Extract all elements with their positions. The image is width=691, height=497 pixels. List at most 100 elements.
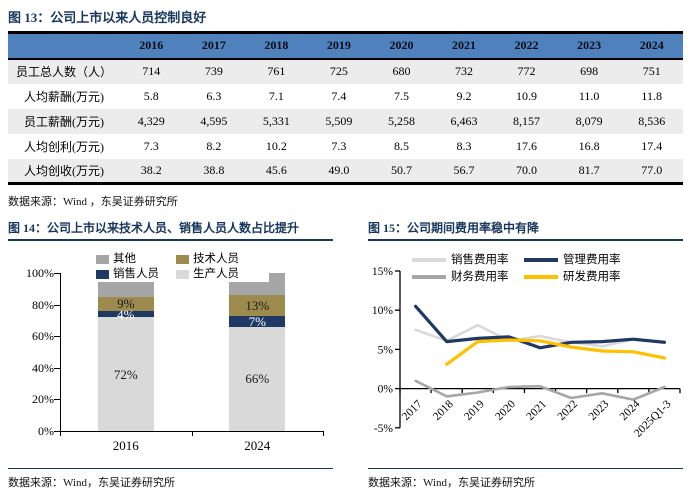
legend-item: 技术人员: [176, 252, 266, 266]
table-cell: 4,329: [137, 113, 165, 128]
table-cell: 698: [580, 64, 599, 78]
corner-cell: [8, 33, 120, 59]
bar-segment: [97, 296, 154, 311]
legend-swatch: [524, 275, 558, 279]
x-tick: [60, 431, 61, 436]
bar-segment-label: 4%: [117, 306, 135, 322]
legend-item: 财务费用率: [412, 270, 524, 284]
y-axis: [60, 273, 61, 431]
table-cell: 7.3: [143, 138, 159, 153]
x-axis-label: 2021: [524, 398, 549, 423]
table-cell: 6,463: [450, 113, 478, 128]
table-row: 人均薪酬(万元) 5.8 6.3 7.1 7.4 7.5 9.2 10.9 11.0 11.8: [8, 84, 683, 109]
legend-swatch: [176, 254, 189, 264]
x-axis-label: 2024: [244, 438, 271, 453]
legend-label: 销售人员: [113, 268, 159, 280]
table-cell: 7.3: [331, 138, 347, 153]
table-cell: 5.8: [143, 88, 159, 103]
x-axis-label: 2018: [431, 398, 456, 423]
legend-label: 其他: [113, 253, 136, 265]
legend-swatch: [96, 269, 109, 279]
table-cell: 16.8: [578, 138, 600, 153]
table-cell: 8,079: [575, 113, 603, 128]
row-label: 人均创收(万元): [24, 163, 104, 178]
bar-segment-label: 7%: [248, 313, 266, 329]
table-cell: 11.0: [578, 88, 600, 103]
figure-15-separator: [368, 468, 683, 469]
y-axis-label: 60%: [32, 329, 54, 344]
table-cell: 5,258: [387, 113, 415, 128]
legend-swatch: [176, 269, 189, 279]
year-header-cell: 2017: [201, 38, 226, 53]
figure-15-rule: [368, 239, 683, 241]
table-cell: 8.3: [456, 138, 472, 153]
table-row: 员工薪酬(万元) 4,329 4,595 5,331 5,509 5,258 6,463 8,…: [8, 108, 683, 134]
table-cell: 5,331: [262, 113, 290, 128]
table-cell: 8,536: [638, 113, 666, 128]
bar-segment: [229, 326, 286, 431]
stacked-bar-chart: 0% 20% 40% 60% 80% 100% 72% 4% 9% 2016 66% 7% 13% 202…: [8, 241, 333, 468]
figure-15-section: 图 15：公司期间费用率稳中有降 15% 10% 5% 0% -5% 2017 2018 20…: [368, 219, 683, 490]
y-axis-label: 5%: [378, 344, 394, 356]
y-axis-label: 40%: [32, 360, 54, 375]
table-cell: 5,509: [325, 113, 353, 128]
legend-swatch: [412, 258, 446, 262]
x-tick: [323, 431, 324, 436]
table-header-row: 2016 2017 2018 2019 2020 2021 2022 2023 2024: [8, 32, 683, 59]
y-tick: [54, 304, 60, 306]
table-cell: 7.5: [393, 88, 409, 103]
line-chart-svg: 15% 10% 5% 0% -5% 2017 2018 2019 2020 2021 2022 202…: [372, 266, 681, 440]
figure-13-section: 图 13：公司上市以来人员控制良好 2016 2017 2018 2019 2020 20…: [8, 7, 683, 209]
legend-label: 管理费用率: [563, 254, 621, 266]
table-cell: 7.4: [331, 88, 347, 103]
figure-15-title: 图 15：公司期间费用率稳中有降: [368, 221, 540, 235]
table-cell: 725: [329, 64, 348, 78]
y-tick: [54, 336, 60, 338]
personnel-table: 2016 2017 2018 2019 2020 2021 2022 2023 2024 员工总…: [8, 31, 683, 185]
line-series-2: [414, 379, 666, 401]
y-tick: [54, 367, 60, 369]
y-tick: [54, 431, 60, 432]
table-cell: 6.3: [206, 88, 222, 103]
table-cell: 38.8: [203, 162, 225, 177]
table-cell: 7.1: [268, 88, 284, 103]
row-label: 人均薪酬(万元): [24, 89, 104, 104]
year-header-cell: 2021: [452, 38, 476, 53]
table-cell: 680: [392, 64, 411, 78]
bar-chart-legend: 其他 技术人员 销售人员 生产人员: [93, 251, 269, 282]
table-cell: 45.6: [265, 162, 287, 177]
x-axis-label: 2022: [555, 398, 580, 423]
legend-item: 销售费用率: [412, 253, 524, 267]
x-axis-label: 2023: [587, 398, 612, 423]
line-series-0: [414, 323, 666, 348]
table-cell: 9.2: [456, 88, 472, 103]
table-cell: 761: [267, 64, 286, 78]
legend-label: 财务费用率: [451, 271, 509, 283]
legend-label: 研发费用率: [563, 271, 621, 283]
row-label: 人均创利(万元): [24, 139, 104, 154]
table-cell: 10.9: [516, 88, 538, 103]
bar-segment: [229, 295, 286, 316]
legend-label: 技术人员: [193, 253, 239, 265]
legend-swatch: [524, 258, 558, 262]
table-cell: 17.4: [641, 138, 663, 153]
table-cell: 732: [455, 64, 473, 78]
x-tick: [191, 431, 193, 436]
year-header-cell: 2023: [577, 38, 602, 53]
table-cell: 56.7: [453, 162, 475, 177]
y-axis-label: 20%: [32, 392, 54, 407]
year-header-cell: 2020: [389, 38, 414, 53]
table-row: 人均创利(万元) 7.3 8.2 10.2 7.3 8.5 8.3 17.6 16.8 17.4: [8, 134, 683, 159]
legend-item: 销售人员: [96, 267, 176, 281]
table-cell: 4,595: [200, 113, 228, 128]
row-label: 员工总人数（人）: [15, 65, 112, 79]
y-axis-label: 0%: [38, 424, 54, 438]
expense-ratio-line-chart: 15% 10% 5% 0% -5% 2017 2018 2019 2020 2021 2022 202…: [368, 241, 683, 468]
x-axis-label: 2016: [112, 438, 139, 453]
table-cell: 49.0: [328, 162, 350, 177]
table-cell: 50.7: [390, 162, 412, 177]
bar-segment: [229, 315, 286, 327]
year-header-cell: 2018: [264, 38, 289, 53]
y-axis-label: 80%: [32, 297, 54, 312]
